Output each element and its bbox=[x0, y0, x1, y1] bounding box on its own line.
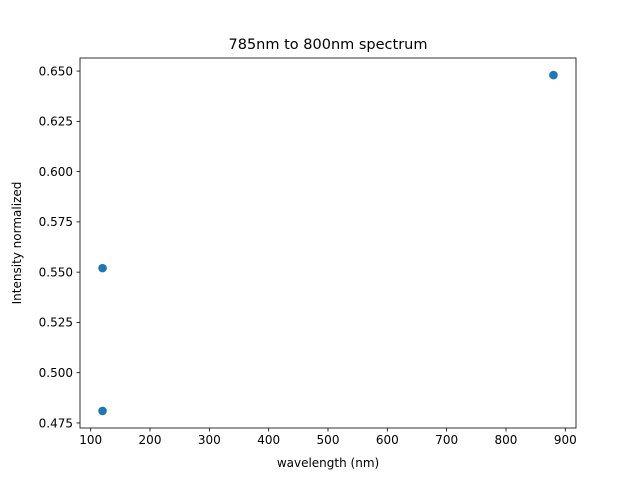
x-tick-label: 700 bbox=[435, 433, 458, 447]
data-points bbox=[98, 70, 558, 416]
y-tick-label: 0.575 bbox=[39, 215, 73, 229]
y-tick-label: 0.500 bbox=[39, 366, 73, 380]
y-tick-label: 0.600 bbox=[39, 165, 73, 179]
x-tick-label: 600 bbox=[376, 433, 399, 447]
y-tick-label: 0.650 bbox=[39, 64, 73, 78]
data-point bbox=[549, 70, 558, 80]
data-point bbox=[98, 406, 107, 416]
x-tick-label: 500 bbox=[317, 433, 340, 447]
x-tick-label: 300 bbox=[198, 433, 221, 447]
y-axis: 0.475 0.500 0.525 0.550 0.575 0.600 0.625 0.650 bbox=[39, 64, 80, 430]
data-point bbox=[98, 263, 107, 273]
chart-title: 785nm to 800nm spectrum bbox=[229, 37, 428, 53]
x-tick-label: 800 bbox=[495, 433, 518, 447]
x-tick-label: 100 bbox=[79, 433, 102, 447]
plot-frame bbox=[79, 57, 577, 429]
y-tick-label: 0.625 bbox=[39, 115, 73, 129]
y-axis-label: Intensity normalized bbox=[10, 182, 24, 305]
x-axis-label: wavelength (nm) bbox=[277, 456, 379, 470]
x-axis: 100 200 300 400 500 600 700 800 900 bbox=[79, 428, 577, 447]
y-tick-label: 0.525 bbox=[39, 316, 73, 330]
plot-area bbox=[80, 58, 576, 428]
x-tick-label: 900 bbox=[554, 433, 577, 447]
y-tick-label: 0.550 bbox=[39, 265, 73, 279]
x-tick-label: 200 bbox=[139, 433, 162, 447]
y-tick-label: 0.475 bbox=[39, 416, 73, 430]
x-tick-label: 400 bbox=[257, 433, 280, 447]
